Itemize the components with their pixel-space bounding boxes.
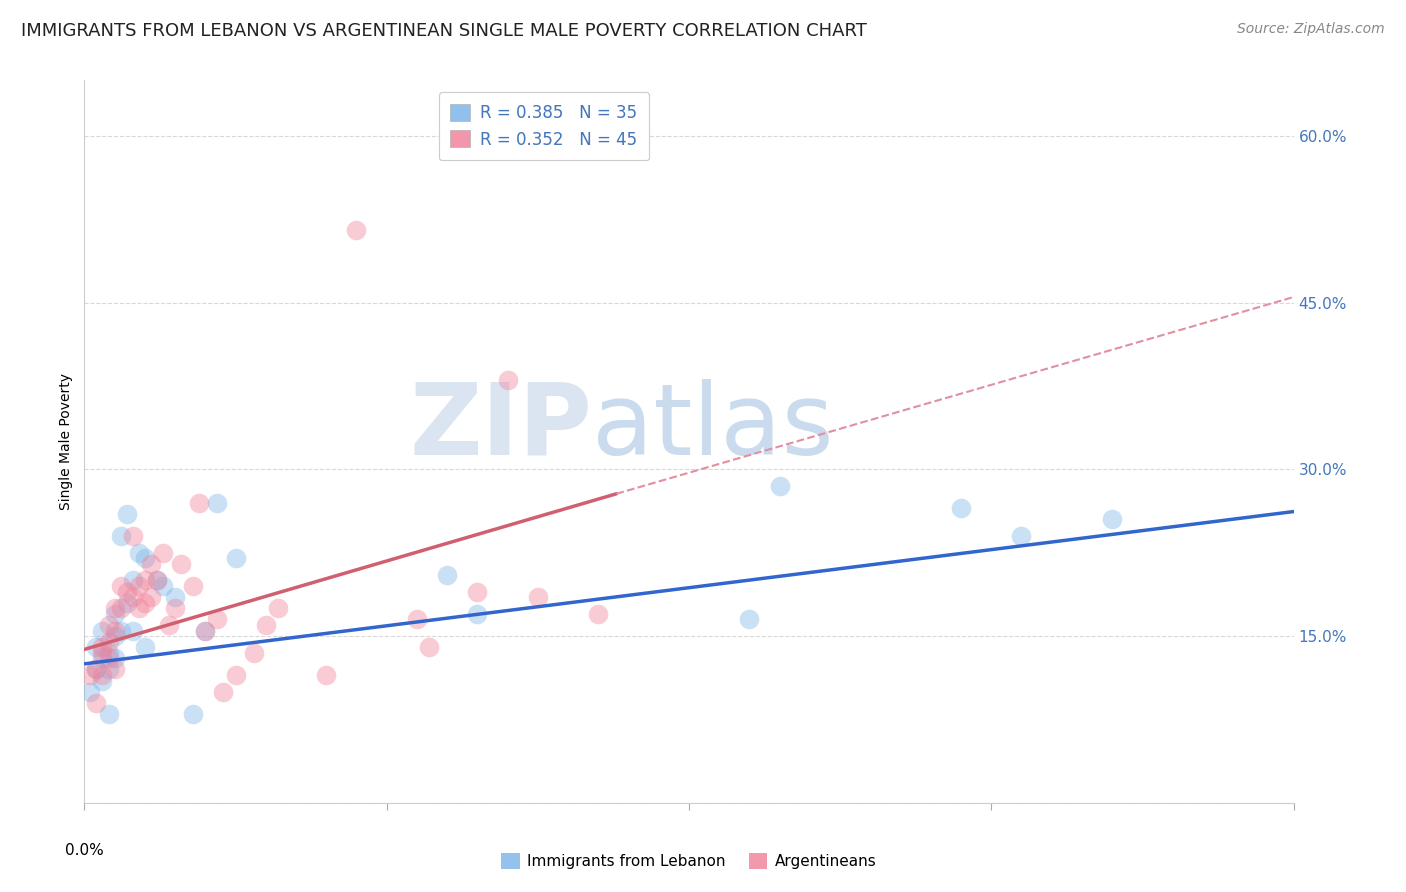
Text: ZIP: ZIP: [409, 378, 592, 475]
Point: [91, 624, 114, 638]
Point: [315, 668, 337, 682]
Point: [110, 529, 132, 543]
Point: [406, 612, 429, 626]
Point: [212, 684, 235, 698]
Point: [134, 551, 156, 566]
Point: [738, 612, 761, 626]
Point: [467, 607, 489, 621]
Point: [207, 612, 229, 626]
Point: [104, 601, 127, 615]
Point: [1101, 512, 1123, 526]
Point: [1011, 529, 1033, 543]
Point: [170, 557, 193, 571]
Point: [157, 618, 180, 632]
Point: [97, 706, 120, 721]
Point: [128, 579, 150, 593]
Point: [134, 574, 156, 588]
Point: [769, 479, 792, 493]
Point: [91, 673, 114, 688]
Point: [121, 624, 143, 638]
Point: [86, 696, 108, 710]
Point: [115, 507, 138, 521]
Point: [97, 618, 120, 632]
Point: [91, 646, 114, 660]
Point: [436, 568, 458, 582]
Point: [128, 546, 150, 560]
Point: [79, 684, 101, 698]
Point: [97, 662, 120, 676]
Point: [97, 634, 120, 648]
Point: [104, 651, 127, 665]
Point: [121, 529, 143, 543]
Point: [181, 579, 204, 593]
Point: [121, 574, 143, 588]
Point: [86, 662, 108, 676]
Point: [188, 496, 211, 510]
Point: [152, 579, 174, 593]
Point: [146, 574, 169, 588]
Point: [104, 607, 127, 621]
Point: [165, 601, 187, 615]
Point: [242, 646, 264, 660]
Point: [86, 640, 108, 655]
Point: [225, 551, 247, 566]
Point: [181, 706, 204, 721]
Point: [97, 651, 120, 665]
Point: [110, 624, 132, 638]
Point: [97, 646, 120, 660]
Point: [139, 590, 162, 604]
Point: [418, 640, 440, 655]
Point: [207, 496, 229, 510]
Point: [110, 579, 132, 593]
Point: [146, 574, 169, 588]
Point: [104, 629, 127, 643]
Point: [254, 618, 277, 632]
Point: [194, 624, 217, 638]
Point: [152, 546, 174, 560]
Point: [139, 557, 162, 571]
Point: [104, 662, 127, 676]
Point: [110, 601, 132, 615]
Text: 0.0%: 0.0%: [65, 843, 104, 857]
Point: [165, 590, 187, 604]
Point: [225, 668, 247, 682]
Point: [134, 596, 156, 610]
Legend: Immigrants from Lebanon, Argentineans: Immigrants from Lebanon, Argentineans: [495, 847, 883, 875]
Point: [121, 590, 143, 604]
Point: [496, 373, 519, 387]
Point: [346, 223, 368, 237]
Point: [128, 601, 150, 615]
Point: [134, 640, 156, 655]
Point: [79, 668, 101, 682]
Point: [91, 640, 114, 655]
Point: [588, 607, 610, 621]
Point: [91, 651, 114, 665]
Y-axis label: Single Male Poverty: Single Male Poverty: [59, 373, 73, 510]
Text: Source: ZipAtlas.com: Source: ZipAtlas.com: [1237, 22, 1385, 37]
Point: [115, 584, 138, 599]
Point: [115, 596, 138, 610]
Point: [104, 624, 127, 638]
Point: [950, 501, 973, 516]
Legend: R = 0.385   N = 35, R = 0.352   N = 45: R = 0.385 N = 35, R = 0.352 N = 45: [439, 92, 650, 161]
Point: [527, 590, 550, 604]
Point: [267, 601, 290, 615]
Text: IMMIGRANTS FROM LEBANON VS ARGENTINEAN SINGLE MALE POVERTY CORRELATION CHART: IMMIGRANTS FROM LEBANON VS ARGENTINEAN S…: [21, 22, 868, 40]
Point: [91, 668, 114, 682]
Point: [467, 584, 489, 599]
Point: [86, 662, 108, 676]
Text: atlas: atlas: [592, 378, 834, 475]
Point: [194, 624, 217, 638]
